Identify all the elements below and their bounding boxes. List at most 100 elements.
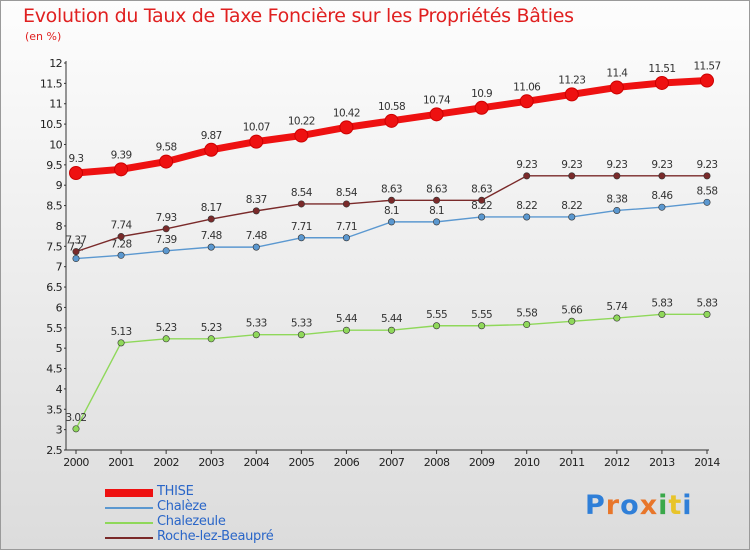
data-point	[523, 213, 531, 221]
data-label: 7.28	[111, 238, 132, 250]
data-label: 5.74	[606, 301, 628, 313]
data-point	[703, 198, 711, 206]
data-point	[523, 321, 531, 329]
data-label: 5.66	[561, 304, 583, 316]
x-tick-label: 2005	[289, 456, 315, 469]
data-label: 9.23	[516, 159, 537, 171]
data-point	[342, 326, 350, 334]
data-label: 5.44	[336, 313, 358, 325]
logo-letter: o	[620, 490, 640, 521]
legend-swatch	[105, 507, 153, 509]
data-point	[114, 162, 129, 177]
logo-letter: x	[639, 490, 659, 521]
data-label: 5.58	[516, 308, 537, 320]
x-tick-label: 2009	[469, 456, 495, 469]
data-point	[433, 196, 441, 204]
data-label: 8.58	[697, 185, 718, 197]
data-point	[252, 207, 260, 215]
y-tick-label: 6	[56, 301, 63, 314]
data-point	[568, 213, 576, 221]
data-label: 11.57	[693, 61, 720, 73]
data-label: 8.1	[384, 205, 399, 217]
x-tick-label: 2012	[604, 456, 630, 469]
y-tick-label: 4	[56, 383, 63, 396]
data-label: 5.83	[697, 297, 718, 309]
data-point	[72, 255, 80, 263]
y-tick-label: 11	[49, 98, 62, 111]
data-point	[654, 75, 669, 90]
data-point	[117, 233, 125, 241]
data-label: 9.23	[561, 159, 582, 171]
data-label: 8.22	[516, 200, 537, 212]
data-point	[429, 107, 444, 122]
data-point	[703, 172, 711, 180]
data-point	[159, 154, 174, 169]
proxiti-logo: Proxiti	[585, 490, 693, 521]
data-point	[384, 113, 399, 128]
x-tick-label: 2013	[649, 456, 675, 469]
y-tick-label: 10.5	[40, 118, 63, 131]
data-point	[339, 120, 354, 135]
data-label: 10.74	[423, 94, 451, 106]
data-point	[609, 80, 624, 95]
x-tick-label: 2004	[243, 456, 269, 469]
data-point	[207, 243, 215, 251]
y-tick-label: 7.5	[46, 240, 62, 253]
legend-swatch	[105, 489, 153, 497]
data-point	[613, 172, 621, 180]
series-roche-lez-beaupr-: 7.37 7.74 7.93 8.17 8.37 8.54 8.54 8.63 8.63 8.63…	[66, 159, 718, 256]
x-tick-label: 2011	[559, 456, 585, 469]
legend-label: Chalèze	[157, 499, 207, 514]
x-tick-label: 2006	[334, 456, 360, 469]
data-point	[433, 322, 441, 330]
y-tick-label: 3.5	[46, 403, 62, 416]
y-tick-label: 2.5	[46, 444, 62, 457]
data-label: 11.4	[606, 67, 628, 79]
y-tick-label: 5	[56, 342, 63, 355]
x-tick-label: 2008	[424, 456, 450, 469]
data-point	[478, 322, 486, 330]
data-label: 11.06	[513, 81, 541, 93]
data-point	[474, 100, 489, 115]
data-label: 11.23	[558, 74, 585, 86]
legend-label: Roche-lez-Beaupré	[157, 529, 274, 544]
series-layer: 7.2 7.28 7.39 7.48 7.487.71 7.718.1 8.1 8.22 8.2…	[66, 61, 721, 433]
data-point	[433, 218, 441, 226]
x-tick-label: 2003	[198, 456, 224, 469]
data-point	[204, 142, 219, 157]
data-label: 5.33	[291, 318, 312, 330]
data-label: 5.44	[381, 313, 403, 325]
data-label: 7.71	[336, 221, 357, 233]
data-point	[387, 326, 395, 334]
data-label: 10.9	[471, 88, 492, 100]
data-point	[658, 203, 666, 211]
data-label: 8.22	[471, 200, 492, 212]
data-label: 5.33	[246, 318, 267, 330]
data-label: 11.51	[648, 63, 675, 75]
x-tick-label: 2010	[514, 456, 540, 469]
data-point	[162, 225, 170, 233]
data-point	[72, 425, 80, 433]
data-label: 9.23	[606, 159, 627, 171]
data-point	[387, 218, 395, 226]
series-thise: 9.3 9.39 9.58 9.87 10.07 10.22 10.42 10.58 10.74…	[69, 61, 721, 180]
logo-letter: i	[658, 490, 669, 521]
data-label: 8.17	[201, 202, 222, 214]
logo-letter: i	[682, 490, 693, 521]
data-point	[519, 94, 534, 109]
data-label: 9.3	[69, 153, 84, 165]
data-point	[162, 247, 170, 255]
chart-title: Evolution du Taux de Taxe Foncière sur l…	[23, 5, 574, 27]
y-tick-label: 4.5	[46, 363, 62, 376]
data-label: 8.37	[246, 194, 267, 206]
logo-letter: r	[605, 490, 621, 521]
legend-label: THISE	[157, 484, 194, 499]
x-tick-label: 2001	[108, 456, 134, 469]
series-chal-ze: 7.2 7.28 7.39 7.48 7.487.71 7.718.1 8.1 8.22 8.2…	[69, 185, 718, 263]
data-point	[564, 87, 579, 102]
y-tick-label: 10	[49, 138, 62, 151]
y-tick-label: 6.5	[46, 281, 62, 294]
chart-subtitle: (en %)	[25, 30, 62, 43]
y-tick-label: 3	[56, 424, 63, 437]
